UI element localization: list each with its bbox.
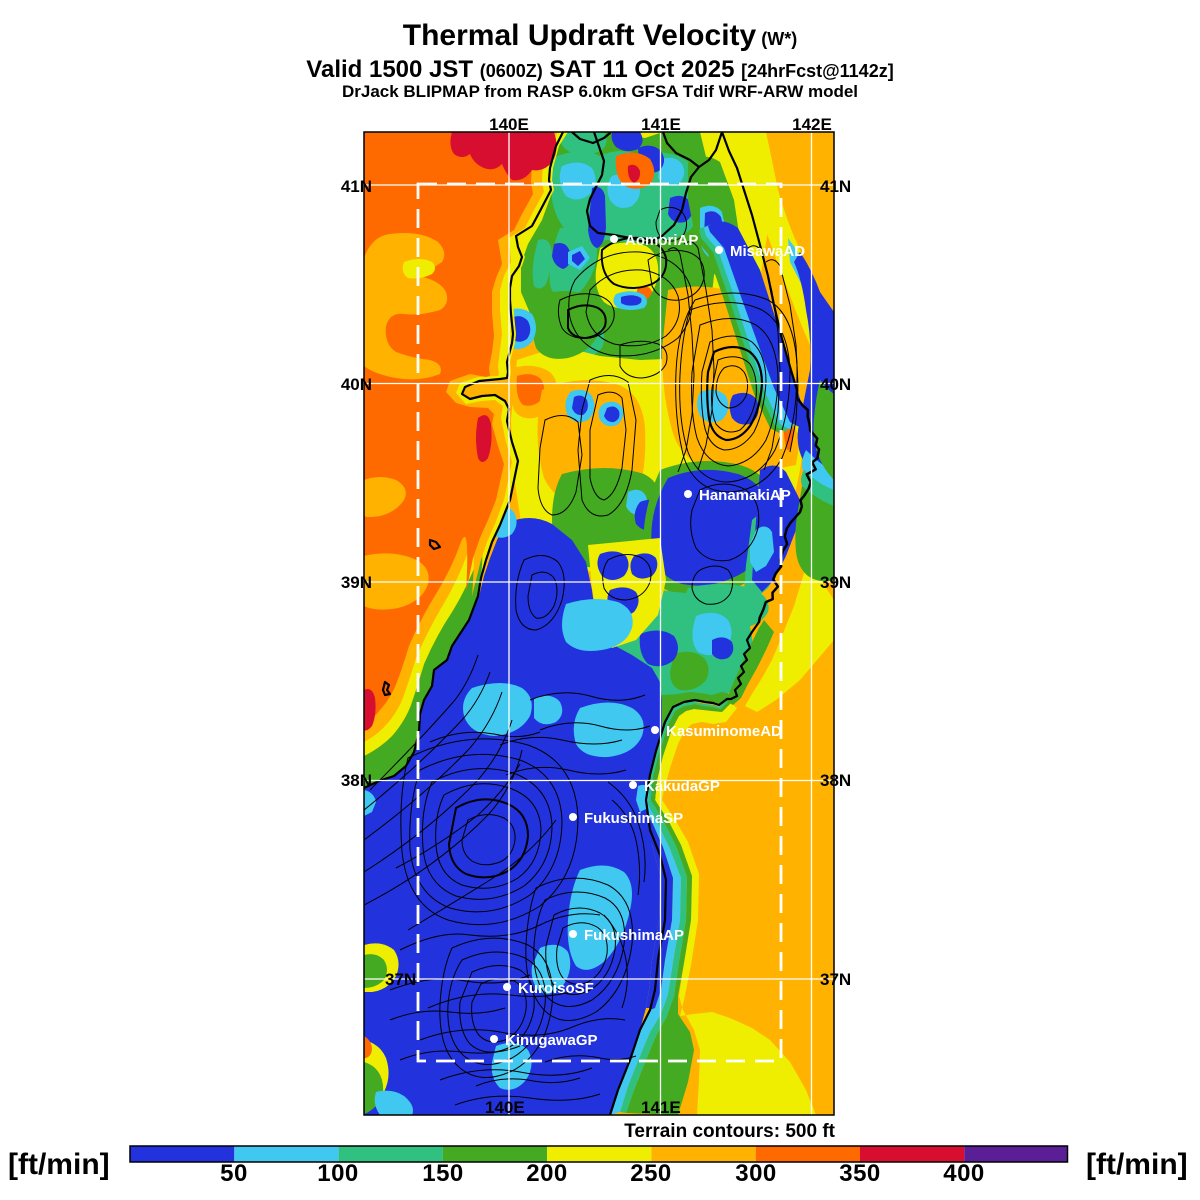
- svg-text:141E: 141E: [641, 115, 681, 134]
- svg-text:50: 50: [220, 1160, 248, 1187]
- svg-text:250: 250: [630, 1160, 672, 1187]
- svg-text:200: 200: [526, 1160, 568, 1187]
- svg-text:Thermal Updraft Velocity (W*): Thermal Updraft Velocity (W*): [403, 19, 797, 52]
- svg-text:FukushimaAP: FukushimaAP: [584, 927, 684, 944]
- svg-text:40N: 40N: [820, 375, 851, 394]
- svg-text:41N: 41N: [820, 177, 851, 196]
- svg-text:350: 350: [839, 1160, 881, 1187]
- svg-text:38N: 38N: [341, 771, 372, 790]
- svg-text:[ft/min]: [ft/min]: [1086, 1148, 1188, 1181]
- svg-text:100: 100: [317, 1160, 359, 1187]
- svg-text:400: 400: [943, 1160, 985, 1187]
- svg-text:AomoriAP: AomoriAP: [625, 232, 698, 249]
- svg-text:Terrain contours: 500 ft: Terrain contours: 500 ft: [624, 1121, 835, 1142]
- svg-text:39N: 39N: [820, 573, 851, 592]
- svg-text:DrJack BLIPMAP from RASP 6.0km: DrJack BLIPMAP from RASP 6.0km GFSA Tdif…: [342, 82, 858, 101]
- svg-text:FukushimaSP: FukushimaSP: [584, 810, 683, 827]
- svg-text:40N: 40N: [341, 375, 372, 394]
- svg-text:300: 300: [735, 1160, 777, 1187]
- svg-text:KakudaGP: KakudaGP: [644, 778, 720, 795]
- svg-text:140E: 140E: [489, 115, 529, 134]
- svg-text:39N: 39N: [341, 573, 372, 592]
- svg-text:38N: 38N: [820, 771, 851, 790]
- svg-text:HanamakiAP: HanamakiAP: [699, 487, 791, 504]
- svg-text:37N: 37N: [385, 970, 416, 989]
- svg-text:[ft/min]: [ft/min]: [8, 1148, 110, 1181]
- svg-text:150: 150: [422, 1160, 464, 1187]
- svg-text:KuroisoSF: KuroisoSF: [518, 980, 594, 997]
- svg-text:MisawaAD: MisawaAD: [730, 243, 805, 260]
- svg-text:141E: 141E: [641, 1098, 681, 1117]
- svg-text:41N: 41N: [341, 177, 372, 196]
- svg-text:37N: 37N: [820, 970, 851, 989]
- svg-text:KinugawaGP: KinugawaGP: [505, 1032, 598, 1049]
- svg-text:142E: 142E: [792, 115, 832, 134]
- svg-text:140E: 140E: [485, 1098, 525, 1117]
- svg-text:Valid 1500 JST (0600Z) SAT 11: Valid 1500 JST (0600Z) SAT 11 Oct 2025 […: [306, 56, 893, 83]
- svg-text:KasuminomeAD: KasuminomeAD: [666, 723, 782, 740]
